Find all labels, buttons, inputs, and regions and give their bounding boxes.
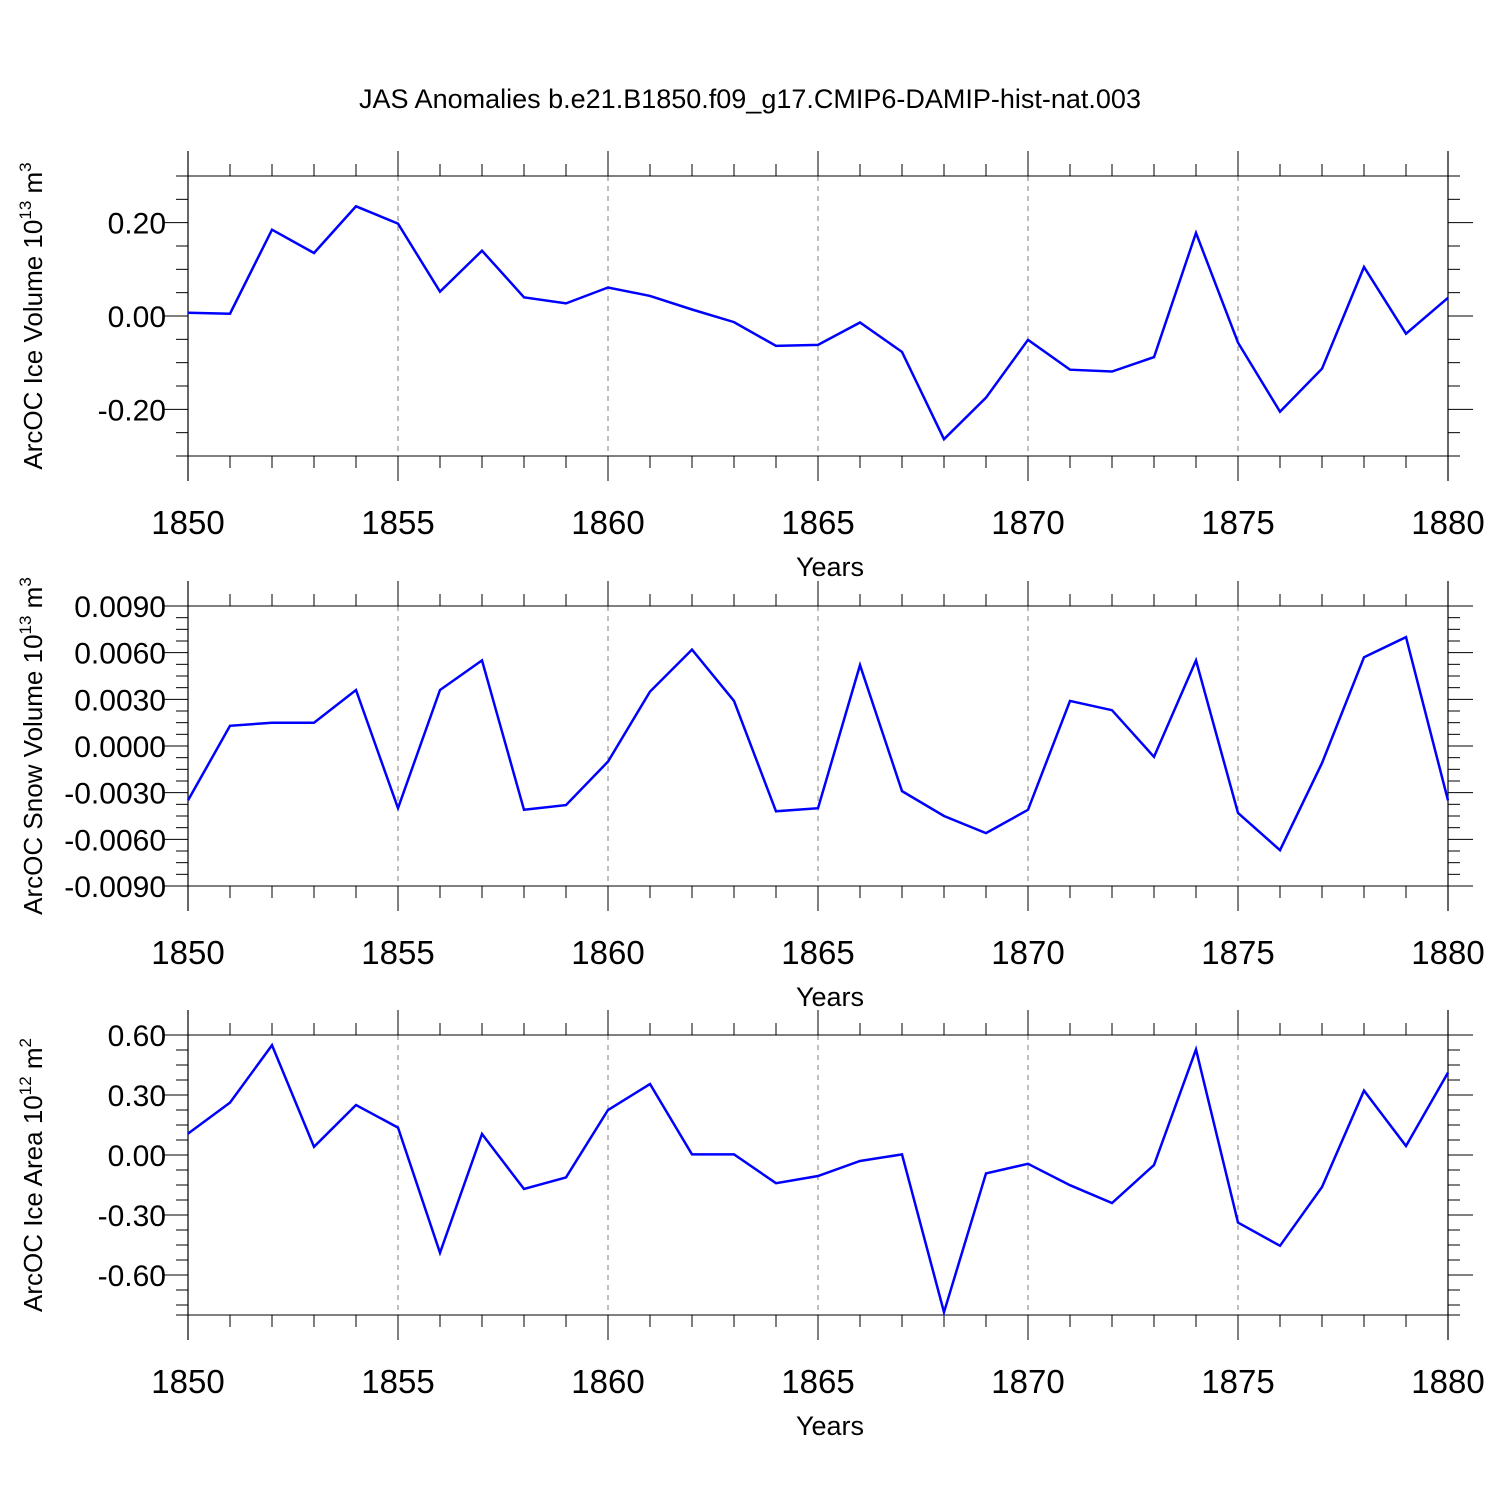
chart-panel-1: 1850 1855 1860 1865 1870 1875 1880 Years 0.20 0.0…	[16, 151, 1485, 582]
x-tick-label: 1850	[151, 934, 224, 971]
y-tick-label: 0.0090	[74, 591, 166, 624]
x-tick-label: 1880	[1411, 1363, 1484, 1400]
y-tick-label: -0.30	[98, 1200, 166, 1233]
x-tick-label: 1880	[1411, 504, 1484, 541]
series-line	[187, 204, 1449, 442]
x-tick-label: 1855	[361, 1363, 434, 1400]
x-tick-label: 1875	[1201, 504, 1274, 541]
x-axis-label: Years	[796, 982, 864, 1012]
y-axis-label: ArcOC Ice Area 1012 m2	[16, 1038, 48, 1312]
x-tick-label: 1850	[151, 1363, 224, 1400]
x-axis-label: Years	[796, 552, 864, 582]
x-tick-label: 1865	[781, 504, 854, 541]
y-tick-label: 0.20	[108, 208, 166, 241]
y-axis-label: ArcOC Snow Volume 1013 m3	[16, 577, 48, 915]
y-tick-label: 0.0000	[74, 731, 166, 764]
figure-title: JAS Anomalies b.e21.B1850.f09_g17.CMIP6-…	[359, 84, 1141, 114]
x-tick-label: 1855	[361, 504, 434, 541]
x-tick-label: 1870	[991, 934, 1064, 971]
x-tick-label: 1875	[1201, 934, 1274, 971]
x-tick-label: 1855	[361, 934, 434, 971]
y-tick-label: 0.30	[108, 1080, 166, 1113]
y-tick-label: 0.00	[108, 1140, 166, 1173]
x-axis-label: Years	[796, 1411, 864, 1441]
x-tick-label: 1875	[1201, 1363, 1274, 1400]
chart-panel-3: 1850 1855 1860 1865 1870 1875 1880 Years 0.60 0.3…	[16, 1010, 1485, 1441]
x-tick-label: 1860	[571, 934, 644, 971]
y-tick-label: 0.0060	[74, 638, 166, 671]
x-tick-label: 1870	[991, 504, 1064, 541]
y-tick-label: 0.0030	[74, 684, 166, 717]
x-tick-label: 1860	[571, 504, 644, 541]
series-line	[186, 635, 1450, 853]
x-tick-label: 1865	[781, 934, 854, 971]
series-line	[187, 1042, 1450, 1317]
x-tick-label: 1865	[781, 1363, 854, 1400]
x-tick-label: 1860	[571, 1363, 644, 1400]
y-tick-label: -0.20	[98, 394, 166, 427]
y-tick-label: -0.60	[98, 1260, 166, 1293]
y-tick-label: -0.0030	[64, 778, 166, 811]
y-axis-label: ArcOC Ice Volume 1013 m3	[16, 162, 48, 469]
x-tick-label: 1880	[1411, 934, 1484, 971]
chart-panel-2: 1850 1855 1860 1865 1870 1875 1880 Years 0.0090 0…	[16, 577, 1485, 1012]
y-tick-label: -0.0060	[64, 824, 166, 857]
y-tick-label: 0.00	[108, 301, 166, 334]
x-tick-label: 1870	[991, 1363, 1064, 1400]
y-tick-label: -0.0090	[64, 871, 166, 904]
x-tick-label: 1850	[151, 504, 224, 541]
y-tick-label: 0.60	[108, 1020, 166, 1053]
